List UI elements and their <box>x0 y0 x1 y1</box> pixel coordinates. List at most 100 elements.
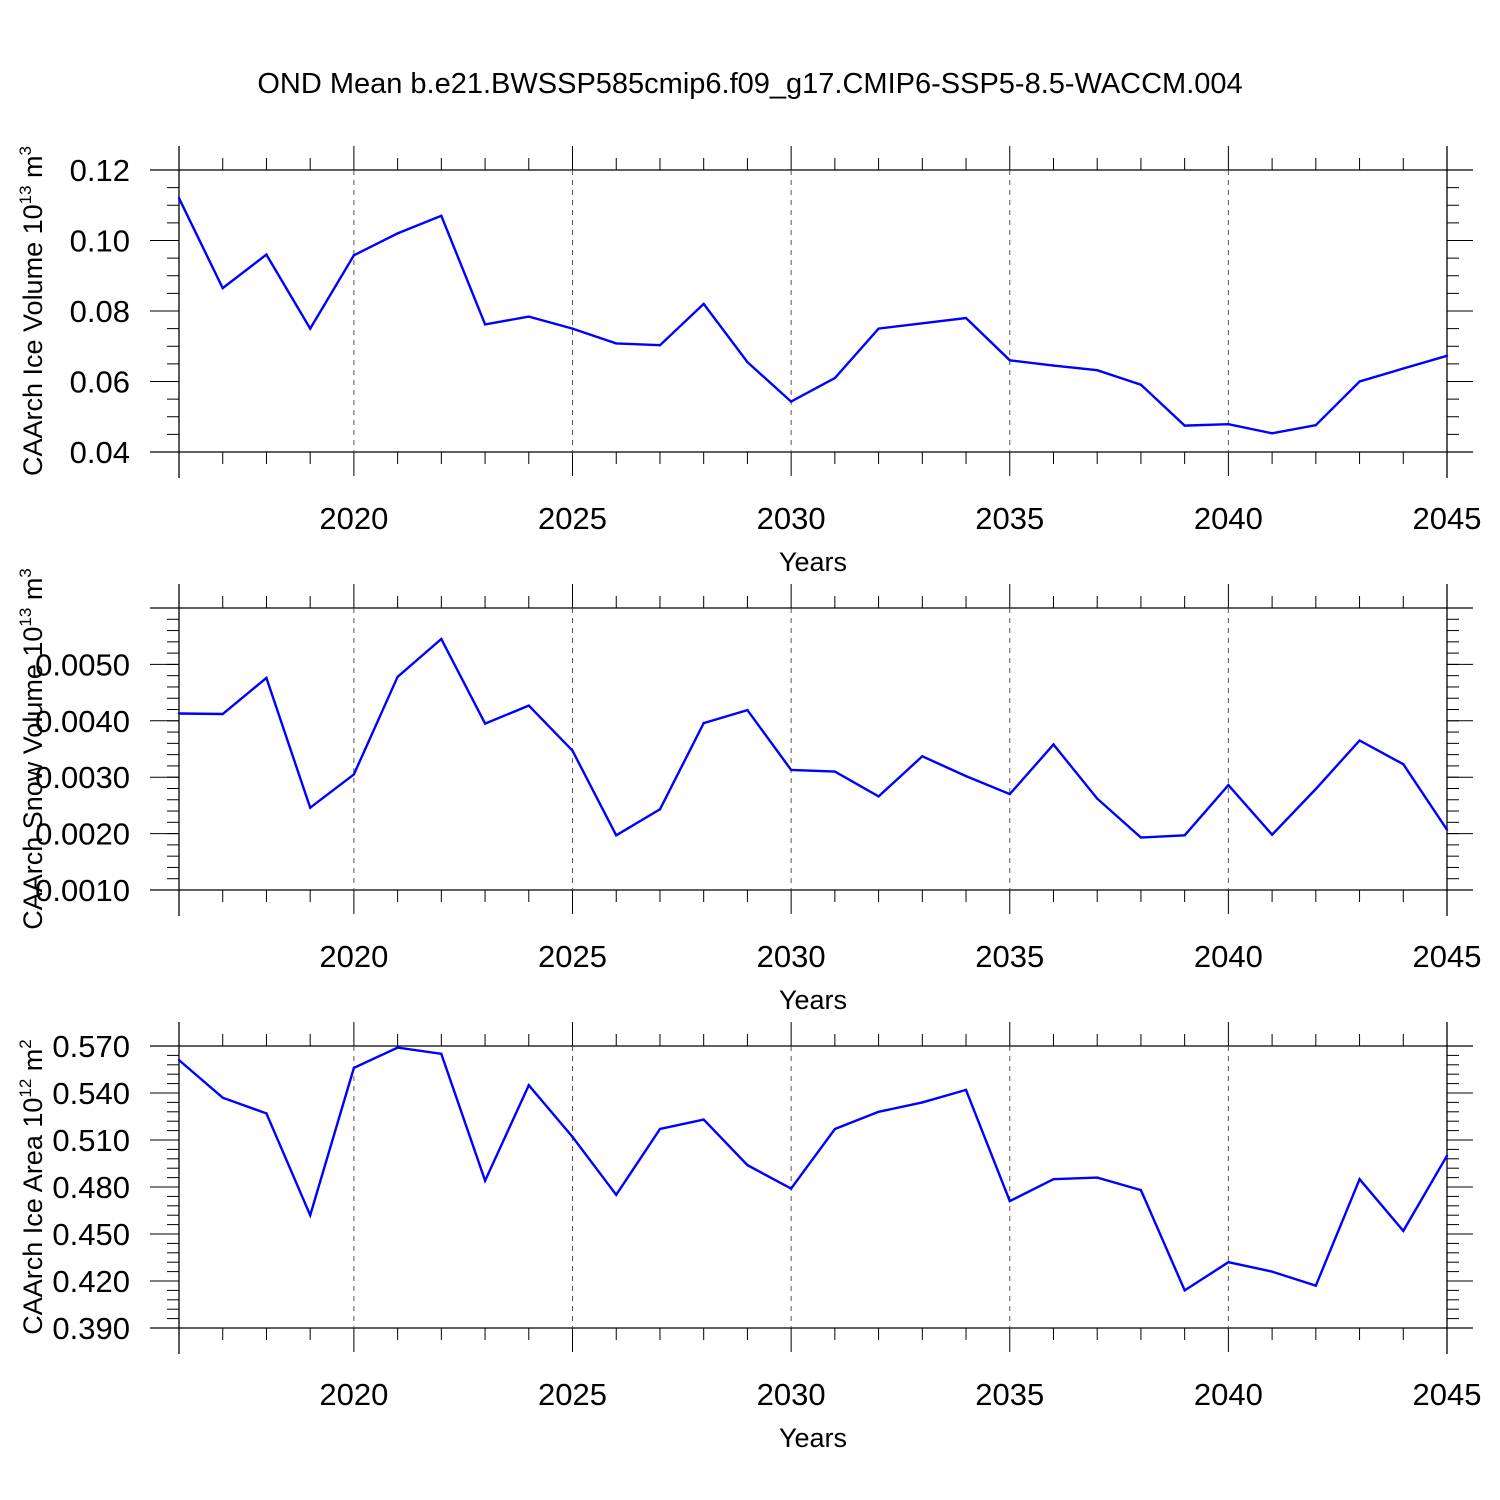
data-point <box>789 1187 793 1190</box>
chart-title: OND Mean b.e21.BWSSP585cmip6.f09_g17.CMI… <box>257 68 1243 100</box>
data-point <box>1358 1177 1361 1181</box>
data-point <box>746 1163 749 1167</box>
series-line <box>178 637 1448 839</box>
data-point <box>1139 1188 1143 1192</box>
x-tick-label: 2035 <box>975 501 1044 536</box>
data-point <box>352 254 356 257</box>
x-tick-label: 2020 <box>319 501 388 536</box>
x-tick-label: 2045 <box>1413 939 1482 974</box>
ice-area-panel: 2020 2025 2030 2035 2040 2045 Years 0.390 0.420 0… <box>16 1022 1481 1453</box>
data-point <box>921 1101 924 1104</box>
data-point <box>1183 424 1186 427</box>
x-axis-title: Years <box>779 1423 847 1453</box>
data-point <box>352 1066 356 1070</box>
ice-volume-panel: 2020 2025 2030 2035 2040 2045 Years 0.04 0.06 0.0… <box>16 146 1481 577</box>
data-point <box>658 343 662 347</box>
x-tick-label: 2045 <box>1413 1377 1482 1412</box>
data-point <box>1445 1154 1449 1157</box>
data-point <box>527 315 530 318</box>
data-point <box>1402 1229 1405 1233</box>
data-point <box>1314 424 1318 427</box>
x-tick-label: 2035 <box>975 939 1044 974</box>
data-point <box>1314 787 1318 791</box>
data-point <box>1358 380 1361 383</box>
data-point <box>877 795 880 798</box>
data-point <box>1227 783 1230 787</box>
data-point <box>921 322 924 325</box>
x-tick-label: 2035 <box>975 1377 1044 1412</box>
data-point <box>1183 1289 1186 1292</box>
snow-volume-panel: 2020 2025 2030 2035 2040 2045 Years 0.0010 0.002… <box>16 568 1481 1015</box>
data-point <box>964 774 968 778</box>
data-point <box>396 675 399 679</box>
data-point <box>658 808 662 811</box>
data-point <box>615 342 618 345</box>
y-tick-label: 0.420 <box>52 1264 130 1299</box>
data-point <box>571 749 574 752</box>
data-point <box>1096 1176 1099 1179</box>
x-tick-label: 2030 <box>757 501 826 536</box>
data-point <box>483 722 487 725</box>
data-point <box>440 1052 443 1056</box>
y-tick-label: 0.540 <box>52 1076 130 1111</box>
y-axis-title: CAArch Ice Area 1012 m2 <box>16 1039 48 1335</box>
data-point <box>789 400 793 403</box>
y-tick-label: 0.04 <box>70 435 130 470</box>
data-point <box>177 712 181 715</box>
data-point <box>483 323 487 326</box>
x-tick-label: 2045 <box>1413 501 1482 536</box>
data-point <box>746 360 749 364</box>
data-point <box>746 708 749 712</box>
data-point <box>964 1088 968 1092</box>
y-axis-title: CAArch Snow Volume 1013 m3 <box>16 568 48 930</box>
data-point <box>1445 354 1449 357</box>
data-point <box>1096 369 1099 372</box>
data-point <box>615 1193 618 1197</box>
data-point <box>221 286 224 290</box>
data-point <box>1052 1177 1055 1181</box>
data-point <box>833 770 837 773</box>
data-point <box>1358 739 1361 742</box>
data-point <box>877 1110 880 1114</box>
data-point <box>571 327 574 330</box>
data-point <box>1402 763 1405 766</box>
data-point <box>527 704 530 707</box>
y-tick-label: 0.0050 <box>35 647 130 682</box>
data-point <box>833 376 837 380</box>
x-tick-label: 2020 <box>319 1377 388 1412</box>
data-point <box>658 1127 662 1131</box>
y-tick-label: 0.0010 <box>35 873 130 908</box>
data-point <box>877 327 880 330</box>
x-tick-label: 2025 <box>538 1377 607 1412</box>
data-point <box>1139 383 1143 386</box>
y-axis-title: CAArch Ice Volume 1013 m3 <box>16 146 48 476</box>
data-point <box>1270 1270 1274 1273</box>
data-point <box>308 806 312 809</box>
data-point <box>964 316 968 320</box>
y-tick-label: 0.10 <box>70 224 130 259</box>
x-tick-label: 2020 <box>319 939 388 974</box>
data-point <box>702 721 705 725</box>
x-tick-label: 2025 <box>538 939 607 974</box>
data-point <box>1008 792 1011 796</box>
y-tick-label: 0.0040 <box>35 704 130 739</box>
data-point <box>1227 422 1230 426</box>
y-tick-label: 0.450 <box>52 1217 130 1252</box>
data-point <box>265 253 268 256</box>
data-point <box>1139 836 1143 839</box>
data-point <box>396 232 399 235</box>
data-point <box>1270 833 1274 836</box>
data-point <box>702 1118 705 1121</box>
data-point <box>483 1179 487 1182</box>
data-point <box>789 768 793 772</box>
data-point <box>1052 743 1055 746</box>
x-tick-label: 2025 <box>538 501 607 536</box>
data-point <box>1445 828 1449 831</box>
data-point <box>440 214 443 218</box>
data-point <box>308 1214 312 1217</box>
data-point <box>177 1058 181 1062</box>
data-point <box>396 1046 399 1049</box>
data-point <box>265 1112 268 1115</box>
data-point <box>1270 432 1274 435</box>
y-tick-label: 0.12 <box>70 153 130 188</box>
